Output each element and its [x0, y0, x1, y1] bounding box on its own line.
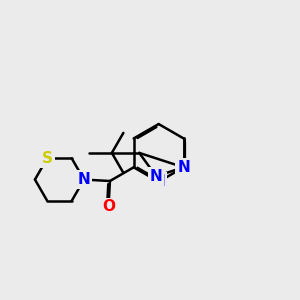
Text: O: O [102, 200, 115, 214]
Text: N: N [78, 172, 90, 187]
Text: N: N [150, 169, 163, 184]
Text: N: N [152, 174, 165, 189]
Text: N: N [177, 160, 190, 175]
Text: S: S [42, 151, 53, 166]
